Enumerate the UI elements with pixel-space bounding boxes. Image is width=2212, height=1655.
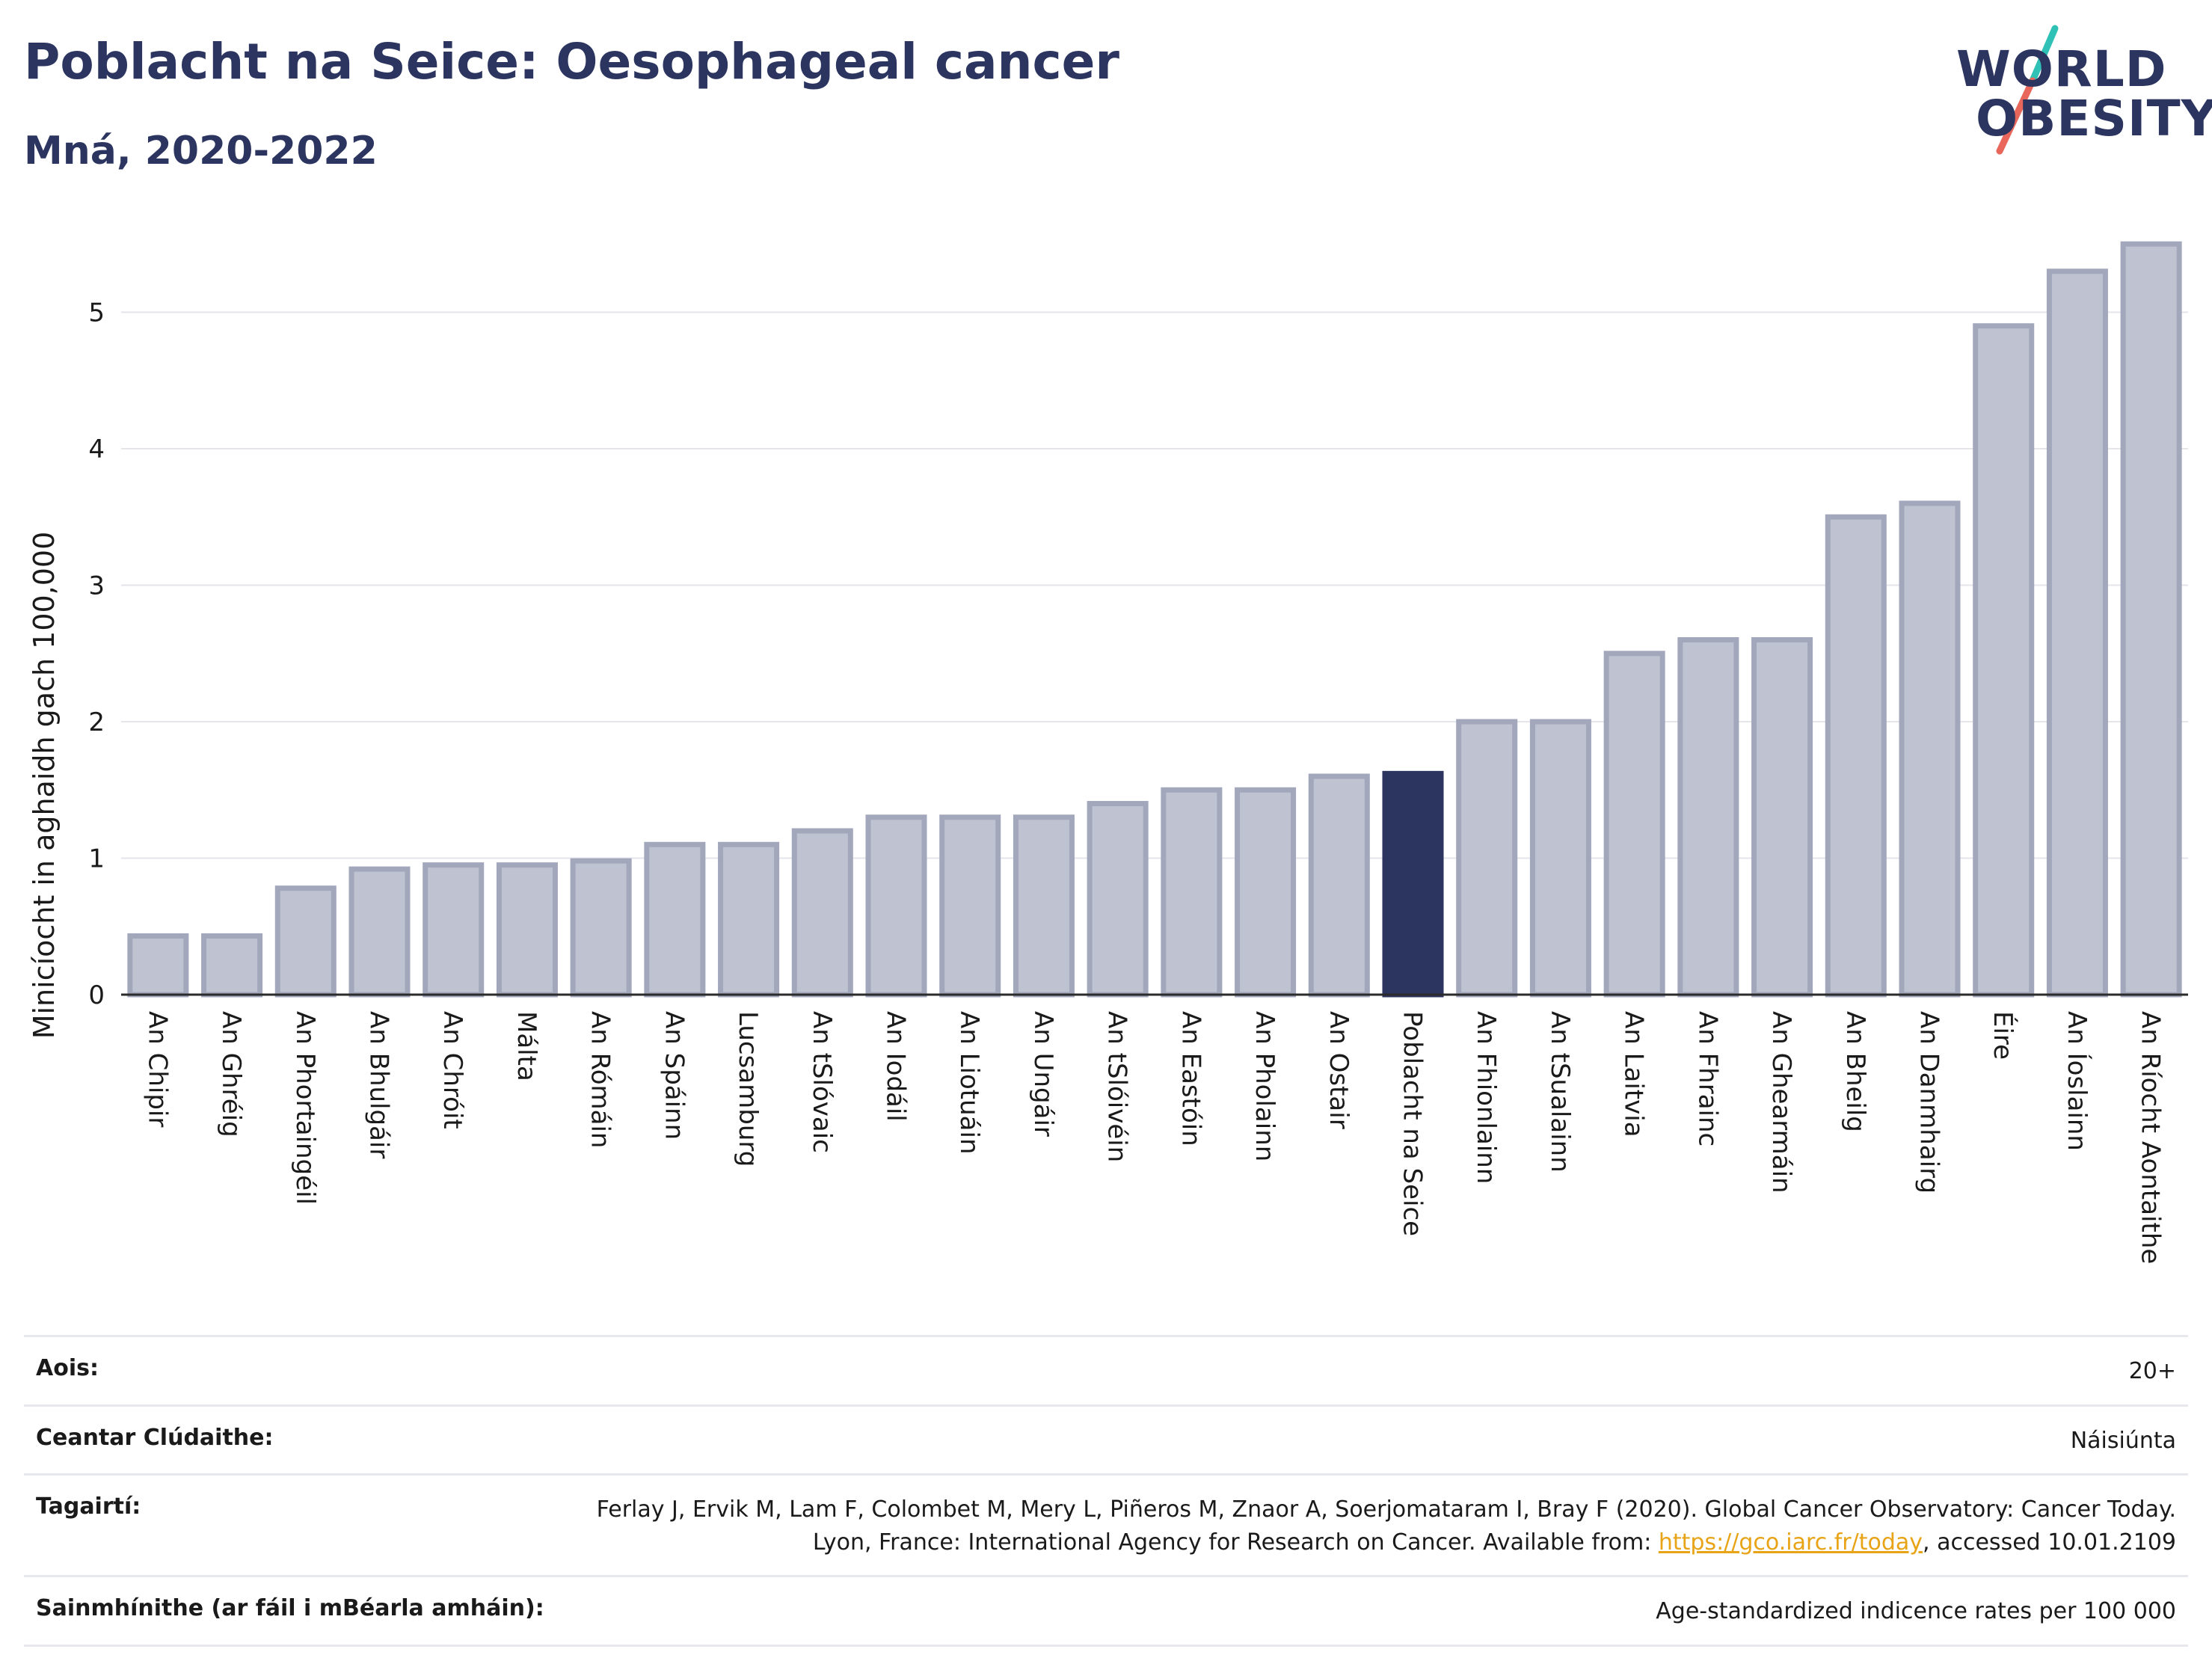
- bar-11: [939, 814, 1001, 998]
- info-row-definitions: Sainmhínithe (ar fáil i mBéarla amháin):…: [24, 1575, 2188, 1647]
- x-tick-label: An tSualainn: [1545, 1011, 1575, 1173]
- bar-17: [1382, 770, 1444, 998]
- x-tick-label: An Ghearmáin: [1766, 1011, 1796, 1194]
- x-tick-label: An Eastóin: [1176, 1011, 1205, 1146]
- bar-16: [1308, 773, 1370, 998]
- bar-10: [865, 814, 927, 998]
- bar-1: [201, 933, 263, 998]
- bar-3: [348, 866, 411, 998]
- page-subtitle: Mná, 2020-2022: [24, 129, 378, 174]
- bars: [127, 241, 2182, 998]
- info-table: Aois: 20+ Ceantar Clúdaithe: Náisiúnta T…: [24, 1335, 2188, 1647]
- bar-27: [2120, 241, 2182, 998]
- bar-9: [791, 828, 853, 998]
- info-label-definitions: Sainmhínithe (ar fáil i mBéarla amháin):: [36, 1595, 544, 1621]
- y-axis-label: Minicíocht in aghaidh gach 100,000: [28, 532, 61, 1040]
- x-tick-label: An Ghréig: [216, 1011, 246, 1137]
- bar-2: [274, 885, 337, 998]
- bar-5: [496, 862, 558, 998]
- bar-12: [1013, 814, 1075, 998]
- bar-19: [1529, 719, 1591, 998]
- info-row-coverage: Ceantar Clúdaithe: Náisiúnta: [24, 1404, 2188, 1474]
- x-tick-label: An Iodáil: [881, 1011, 911, 1122]
- logo-text-obesity: OBESITY: [1976, 90, 2212, 147]
- bar-22: [1751, 637, 1813, 998]
- bar-18: [1456, 719, 1518, 998]
- page-title: Poblacht na Seice: Oesophageal cancer: [24, 33, 1119, 90]
- bar-0: [127, 933, 189, 998]
- info-label-age: Aois:: [36, 1355, 99, 1381]
- reference-text: Ferlay J, Ervik M, Lam F, Colombet M, Me…: [596, 1496, 2176, 1556]
- reference-accessed: , accessed 10.01.2109: [1923, 1529, 2176, 1556]
- x-tick-label: An Fhrainc: [1692, 1011, 1722, 1146]
- bar-23: [1825, 514, 1887, 998]
- reference-link[interactable]: https://gco.iarc.fr/today: [1658, 1529, 1923, 1556]
- x-tick-label: An Danmhairg: [1914, 1011, 1944, 1194]
- x-tick-label: An Pholainn: [1250, 1011, 1279, 1161]
- y-tick-label: 5: [88, 298, 105, 328]
- bar-21: [1677, 637, 1739, 998]
- bar-24: [1899, 500, 1961, 998]
- bar-20: [1603, 651, 1665, 998]
- x-tick-label: Málta: [511, 1011, 541, 1081]
- info-label-references: Tagairtí:: [36, 1493, 141, 1520]
- bar-26: [2046, 268, 2108, 998]
- x-tick-label: An tSlóivéin: [1102, 1011, 1132, 1162]
- logo-slash-icon: [1996, 25, 2059, 155]
- x-tick-label: Poblacht na Seice: [1398, 1011, 1428, 1236]
- bar-8: [718, 841, 780, 998]
- info-value-definitions: Age-standardized indicence rates per 100…: [1656, 1598, 2176, 1624]
- x-tick-label: An Ungáir: [1028, 1011, 1058, 1137]
- x-tick-label: An Bheilg: [1840, 1011, 1870, 1132]
- y-tick-label: 0: [88, 980, 105, 1010]
- bar-chart: 0 1 2 3 4 5 An Chipir An Ghréig An Phortaingéil A…: [28, 241, 2188, 1264]
- x-tick-label: An Chipir: [142, 1011, 172, 1127]
- info-label-coverage: Ceantar Clúdaithe:: [36, 1424, 274, 1451]
- y-tick-label: 3: [88, 571, 105, 601]
- x-tick-label: An Íoslainn: [2062, 1011, 2092, 1151]
- y-tick-label: 4: [88, 435, 105, 464]
- info-value-age: 20+: [2128, 1358, 2176, 1384]
- x-tick-label: Éire: [1988, 1011, 2018, 1060]
- x-tick-label: An Ostair: [1324, 1011, 1354, 1129]
- info-row-references: Tagairtí: Ferlay J, Ervik M, Lam F, Colo…: [24, 1473, 2188, 1575]
- logo-text-world: WORLD: [1956, 40, 2167, 98]
- bar-4: [423, 862, 485, 998]
- x-tick-label: An Chróit: [437, 1011, 467, 1129]
- x-tick-label: An Phortaingéil: [290, 1011, 320, 1205]
- x-tick-label: An Ríocht Aontaithe: [2136, 1011, 2166, 1264]
- x-tick-label: An Bhulgáir: [364, 1011, 394, 1158]
- bar-25: [1973, 323, 2035, 998]
- y-tick-label: 2: [88, 707, 105, 737]
- bar-14: [1161, 787, 1223, 998]
- bar-13: [1087, 801, 1149, 998]
- info-value-coverage: Náisiúnta: [2070, 1427, 2176, 1454]
- x-tick-label: Lucsamburg: [733, 1011, 763, 1167]
- bar-15: [1235, 787, 1297, 998]
- y-tick-label: 1: [88, 844, 105, 874]
- axes: 0 1 2 3 4 5 An Chipir An Ghréig An Phortaingéil A…: [88, 298, 2188, 1264]
- x-tick-label: An tSlóvaic: [807, 1011, 837, 1153]
- x-tick-label: An Laitvia: [1619, 1011, 1649, 1137]
- x-tick-label: An Spáinn: [659, 1011, 689, 1140]
- info-value-references: Ferlay J, Ervik M, Lam F, Colombet M, Me…: [531, 1493, 2176, 1559]
- world-obesity-logo: WORLD OBESITY: [1944, 22, 2212, 157]
- bar-7: [644, 841, 706, 998]
- info-row-age: Aois: 20+: [24, 1335, 2188, 1404]
- grid-lines: [121, 311, 2188, 859]
- bar-6: [570, 858, 632, 998]
- x-tick-label: An Rómáin: [586, 1011, 615, 1148]
- x-tick-label: An Fhionlainn: [1471, 1011, 1501, 1184]
- x-tick-label: An Liotuáin: [954, 1011, 984, 1155]
